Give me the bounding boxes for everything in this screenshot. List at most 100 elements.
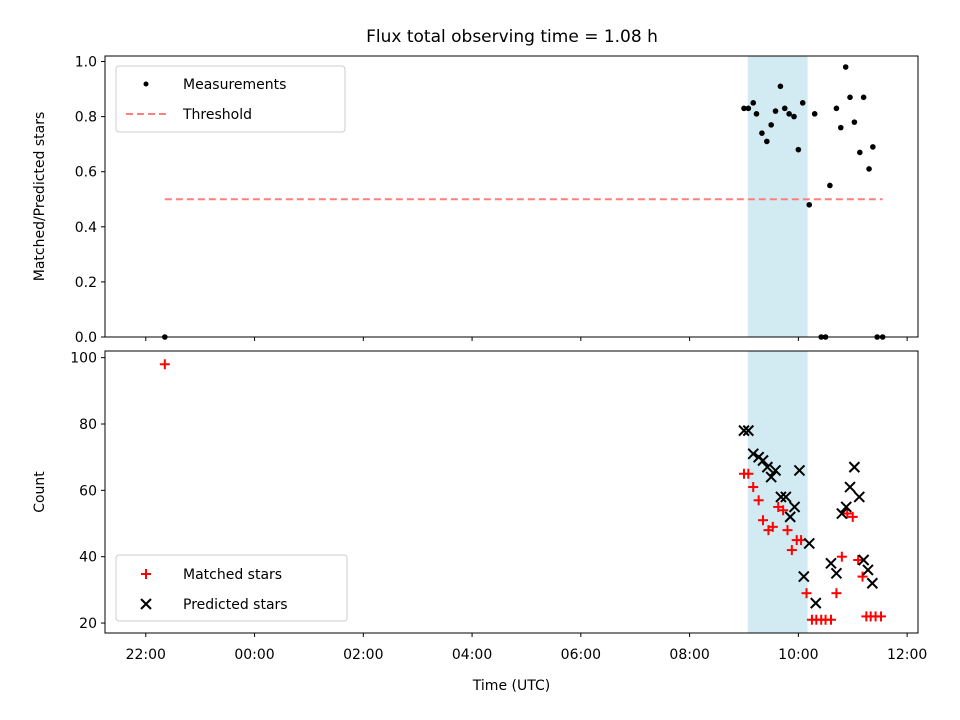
measurement-point [750,100,757,106]
legend: Measurements Threshold [115,65,346,133]
axes-frame [104,350,919,634]
matched-star-point [836,551,847,562]
y-axis-ticks: 0.0 0.2 0.4 0.6 0.8 1.0 [75,55,105,346]
y-tick-label: 60 [79,483,97,499]
x-tick-label: 10:00 [778,647,818,663]
measurement-point [860,94,867,101]
legend-marker-measurements [143,81,149,87]
matched-star-point [842,508,853,519]
matched-star-point [801,588,812,599]
legend-label-predicted: Predicted stars [183,597,288,613]
measurement-point [753,111,760,117]
panel-ratio: 0.0 0.2 0.4 0.6 0.8 1.0 Matched/Predicted sta… [32,55,919,346]
measurement-point [847,94,853,101]
legend: Matched stars Predicted stars [115,554,348,622]
y-axis-ticks: 20 40 60 80 100 [70,351,105,632]
predicted-star-point [848,461,861,473]
measurement-point [741,105,747,112]
predicted-star-point [844,481,856,493]
matched-star-point [758,515,769,526]
predicted-star-point [857,554,870,566]
measurement-point [786,111,792,117]
y-tick-label: 0.0 [75,330,97,346]
legend-box [115,65,346,133]
predicted-star-point [769,464,782,477]
observation-window-shade [747,56,808,337]
measurement-point [777,83,784,90]
matched-star-point [831,588,842,599]
predicted-star-point [780,491,792,503]
measurement-point [851,119,858,125]
measurement-point [837,124,844,131]
legend-label-matched: Matched stars [183,567,282,583]
predicted-star-point [840,501,852,513]
matched-star-point [767,521,778,532]
legend-label-threshold: Threshold [182,107,252,123]
matched-star-point [748,482,759,493]
x-tick-label: 00:00 [234,647,274,663]
legend-marker-predicted [140,598,152,610]
legend-marker-matched [141,569,151,579]
measurement-point [870,144,876,150]
legend-label-measurements: Measurements [183,77,286,93]
y-tick-label: 1.0 [75,55,97,71]
matched-star-point [743,468,754,479]
measurement-point [811,111,818,117]
y-tick-label: 0.6 [75,165,97,181]
y-tick-label: 0.2 [75,275,97,291]
measurement-point [866,166,872,172]
predicted-star-point [830,567,843,579]
measurement-point [745,105,752,112]
count-points [159,359,887,625]
x-axis-ticks [145,337,908,341]
panel-count: 20 40 60 80 100 22:00 00:00 02:00 04:00 06:00 08:… [32,350,927,694]
predicted-star-point [825,557,837,570]
axes-frame [104,55,919,338]
predicted-star-point [803,537,815,550]
matched-star-point [159,359,170,370]
measurement-point [781,105,788,112]
predicted-star-point [761,461,774,473]
y-tick-label: 100 [70,351,97,367]
measurement-point [857,149,863,156]
x-tick-label: 12:00 [887,647,927,663]
y-tick-label: 0.4 [75,220,97,236]
measurement-point [799,100,806,106]
matched-star-point [825,614,836,625]
measurement-point [842,64,849,70]
matched-star-point [847,511,858,522]
predicted-star-point [862,564,874,576]
y-tick-label: 0.8 [75,110,97,126]
measurement-point [827,182,833,189]
measurement-point [791,113,797,120]
matched-star-point [753,495,764,506]
predicted-star-point [810,597,822,609]
measurement-point [795,146,802,153]
y-axis-label: Matched/Predicted stars [32,112,48,282]
predicted-star-point [836,507,848,520]
matched-star-point [876,611,887,622]
observation-window-shade [747,351,808,633]
matched-star-point [786,545,797,556]
matched-star-point [778,505,789,516]
measurement-point [759,130,765,136]
x-tick-label: 06:00 [561,647,601,663]
predicted-star-point [798,570,810,583]
predicted-star-point [747,448,759,460]
predicted-star-point [866,577,879,589]
predicted-star-point [738,424,750,437]
predicted-star-point [775,491,787,503]
matched-star-point [853,555,864,566]
predicted-star-point [765,471,777,483]
x-tick-label: 08:00 [669,647,709,663]
predicted-star-point [757,454,769,467]
x-axis-ticks: 22:00 00:00 02:00 04:00 06:00 08:00 10:00 12:00 [126,633,927,663]
measurement-points [162,64,886,340]
matched-star-point [857,571,868,582]
x-tick-label: 02:00 [343,647,383,663]
measurement-point [833,105,840,112]
chart-title: Flux total observing time = 1.08 h [366,27,658,47]
y-tick-label: 20 [79,616,97,632]
legend-box [115,554,348,622]
x-tick-label: 22:00 [126,647,166,663]
